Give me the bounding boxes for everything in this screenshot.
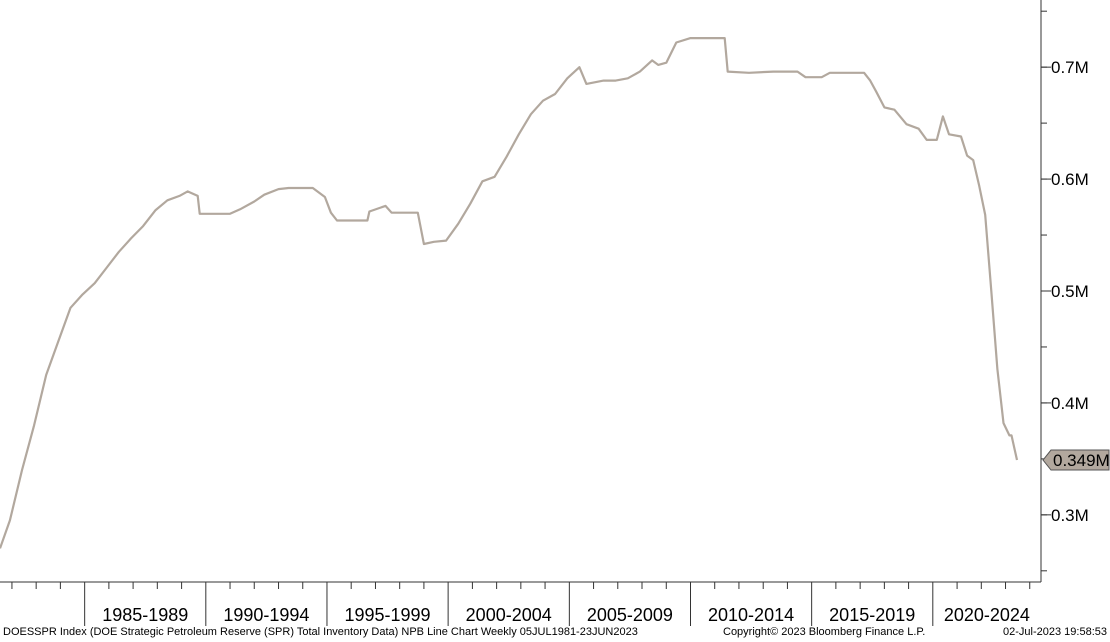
y-tick-label: 0.6M (1051, 170, 1089, 189)
footer-copyright: Copyright© 2023 Bloomberg Finance L.P. (723, 626, 926, 638)
y-tick-label: 0.4M (1051, 394, 1089, 413)
series-line (0, 37, 1019, 549)
footer-security-description: DOESSPR Index (DOE Strategic Petroleum R… (3, 626, 638, 638)
x-tick-label: 1990-1994 (223, 605, 309, 625)
x-tick-label: 2020-2024 (944, 605, 1030, 625)
y-axis: 0.3M 0.4M 0.5M 0.6M 0.7M (1040, 0, 1089, 582)
x-tick-label: 2005-2009 (587, 605, 673, 625)
last-value-badge (1042, 449, 1110, 471)
footer-timestamp: 02-Jul-2023 19:58:53 (1003, 626, 1107, 638)
x-tick-label: 2015-2019 (829, 605, 915, 625)
y-tick-label: 0.3M (1051, 506, 1089, 525)
series (0, 37, 1019, 549)
x-tick-label: 1985-1989 (102, 605, 188, 625)
x-tick-label: 2010-2014 (708, 605, 794, 625)
x-tick-label: 1995-1999 (344, 605, 430, 625)
last-value-marker: 0.349M (1042, 449, 1110, 471)
x-tick-label: 2000-2004 (466, 605, 552, 625)
x-axis: 1985-1989 1990-1994 1995-1999 2000-2004 2005… (0, 581, 1041, 626)
y-tick-label: 0.5M (1051, 282, 1089, 301)
y-tick-label: 0.7M (1051, 58, 1089, 77)
last-value-label: 0.349M (1053, 451, 1110, 470)
